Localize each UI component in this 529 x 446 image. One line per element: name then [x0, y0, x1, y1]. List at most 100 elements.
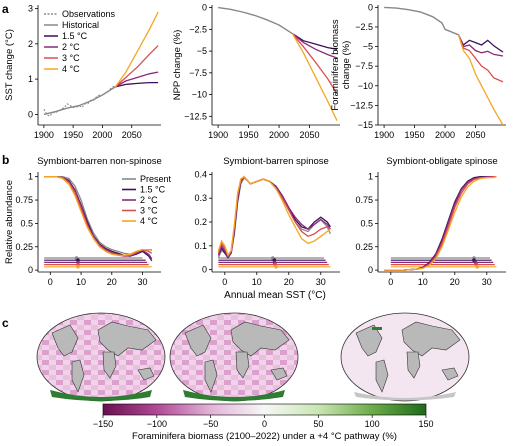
chart-title: Symbiont-barren spinose	[223, 156, 329, 167]
series-line-4C	[384, 176, 497, 271]
y-axis-label: Foraminifera biomasschange (%)	[330, 19, 352, 111]
x-tick-label: 2050	[122, 130, 142, 140]
y-tick-label: −5	[363, 42, 373, 52]
y-tick-label: 0.2	[194, 217, 207, 227]
colorbar-tick-label: 150	[418, 419, 433, 429]
series-line-4C	[457, 34, 504, 126]
y-axis-label: NPP change (%)	[172, 30, 183, 101]
y-tick-label: −5	[197, 46, 207, 56]
x-tick-label: 1950	[239, 130, 259, 140]
y-tick-label: −10	[192, 90, 207, 100]
y-tick-label: 0.4	[194, 169, 207, 179]
legend-label: 4 °C	[62, 64, 80, 74]
y-tick-label: 2	[28, 39, 33, 49]
x-tick-label: 10	[252, 277, 262, 287]
series-line-4C	[114, 11, 159, 88]
obligate-spinose-abundance-chart: 0 10 20 30 0 0.25 0.5 0.75 1 Symbiont-obligate sp…	[355, 156, 506, 287]
legend-label: Historical	[62, 20, 99, 30]
y-tick-label: 1	[28, 172, 33, 182]
y-tick-label: 0	[368, 265, 373, 275]
x-tick-label: 20	[284, 277, 294, 287]
legend-label: 3 °C	[62, 53, 80, 63]
x-tick-label: 1900	[208, 130, 228, 140]
series-line-3C	[114, 45, 159, 88]
y-tick-label: 1	[28, 74, 33, 84]
series-line-15C	[292, 33, 338, 50]
series-line-4C	[44, 176, 152, 256]
panel-label-c: c	[2, 316, 9, 330]
panel-label-a: a	[2, 2, 9, 16]
y-tick-label: −2.5	[355, 22, 373, 32]
colorbar-tick-label: 100	[365, 419, 380, 429]
series-line-2C	[384, 176, 497, 271]
foraminifera-biomass-chart: 1900 1950 2000 2050 0 −2.5 −5 −7.5 −10 −12.5 −15 Fo…	[330, 2, 506, 140]
y-tick-label: −12.5	[184, 111, 207, 121]
x-tick-label: 2050	[300, 130, 320, 140]
range-dot	[76, 265, 80, 269]
y-axis-label: Relative abundance	[4, 180, 15, 264]
chart-title: Symbiont-obligate spinose	[386, 156, 497, 167]
y-tick-label: 0.5	[360, 218, 373, 228]
series-line-4C	[217, 175, 331, 257]
y-tick-label: −15	[358, 120, 373, 130]
legend-label: Observations	[62, 9, 116, 19]
colorbar-tick-label: −150	[93, 419, 113, 429]
legend-b-label: 2 °C	[140, 195, 158, 205]
y-tick-label: 0.1	[194, 241, 207, 251]
range-dot	[475, 265, 480, 269]
x-tick-label: 1950	[63, 130, 83, 140]
colorbar-tick-label: −50	[203, 419, 218, 429]
y-tick-label: 0.25	[15, 242, 33, 252]
legend-b-label: Present	[140, 174, 172, 184]
series-line-Present	[384, 176, 497, 271]
map-1	[36, 312, 166, 402]
y-axis-label: SST change (°C)	[4, 29, 15, 101]
x-tick-label: 0	[222, 277, 227, 287]
x-tick-label: 2050	[466, 130, 486, 140]
b-xlabel: Annual mean SST (°C)	[224, 290, 326, 301]
historical-line	[43, 86, 116, 116]
x-tick-label: 2000	[435, 130, 455, 140]
x-tick-label: 30	[138, 277, 148, 287]
y-tick-label: 0	[368, 2, 373, 12]
legend-label: 2 °C	[62, 42, 80, 52]
series-line-4C	[291, 33, 338, 121]
colorbar-label: Foraminifera biomass (2100–2022) under a…	[132, 431, 397, 442]
colorbar-tick-label: 50	[313, 419, 323, 429]
x-tick-label: 30	[482, 277, 492, 287]
x-tick-label: 2000	[269, 130, 289, 140]
x-tick-label: 0	[48, 277, 53, 287]
x-tick-label: 2000	[92, 130, 112, 140]
series-line-15C	[115, 81, 159, 88]
legend-b-label: 3 °C	[140, 206, 158, 216]
y-tick-label: 0.3	[194, 193, 207, 203]
y-tick-label: 0.25	[355, 242, 373, 252]
barren-spinose-abundance-chart: 0 10 20 30 0 0.1 0.2 0.3 0.4 Symbiont-barren spin…	[194, 156, 340, 287]
y-tick-label: 0	[202, 3, 207, 13]
y-tick-label: 0.5	[20, 218, 33, 228]
series-line-3C	[292, 33, 338, 95]
x-tick-label: 0	[388, 277, 393, 287]
x-tick-label: 1900	[374, 130, 394, 140]
legend-b-label: 1.5 °C	[140, 185, 166, 195]
historical-line	[218, 6, 293, 35]
nonspinose-abundance-chart: 0 10 20 30 0 0.25 0.5 0.75 1 Relative abundance Sy…	[4, 156, 172, 287]
y-tick-label: −7.5	[355, 61, 373, 71]
y-tick-label: −7.5	[189, 68, 207, 78]
y-tick-label: 0	[28, 109, 33, 119]
y-tick-label: −2.5	[189, 24, 207, 34]
y-tick-label: 3	[28, 4, 33, 14]
colorbar: −150 −100 −50 0 50 100 150 Foraminifera biomass…	[93, 403, 434, 442]
colorbar-tick-label: −100	[147, 419, 167, 429]
chart-title: Symbiont-barren non-spinose	[37, 156, 162, 167]
y-tick-label: 0	[28, 265, 33, 275]
x-tick-label: 1900	[34, 130, 54, 140]
map-3	[340, 312, 470, 402]
x-tick-label: 20	[450, 277, 460, 287]
legend-b-label: 4 °C	[140, 216, 158, 226]
map-2	[169, 312, 299, 402]
x-tick-label: 20	[107, 277, 117, 287]
x-tick-label: 1950	[405, 130, 425, 140]
